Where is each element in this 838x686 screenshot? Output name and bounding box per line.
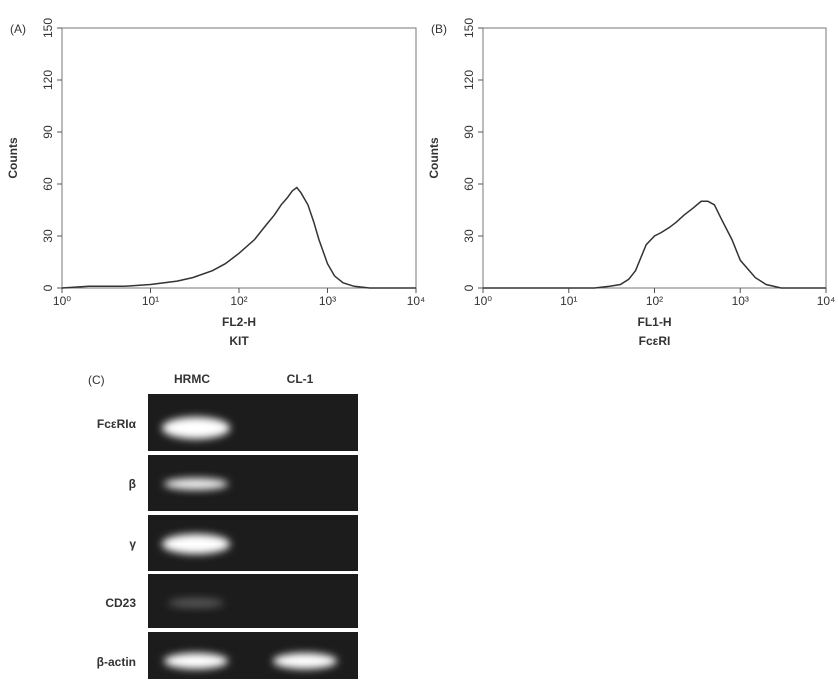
y-tick-label: 30 [41, 229, 55, 243]
x-tick-label: 10² [646, 294, 663, 308]
x-tick-label: 10⁴ [407, 294, 426, 308]
x-axis-label: FL2-H [222, 315, 256, 329]
row-label: FcεRIα [97, 417, 137, 431]
band [162, 534, 230, 554]
gel-panel: (C) HRMC CL-1 FcεRIα β γ CD23 β-actin [88, 372, 358, 679]
x-tick-label: 10¹ [560, 294, 577, 308]
band [164, 653, 228, 669]
y-tick-label: 60 [41, 177, 55, 191]
x-tick-label: 10³ [732, 294, 749, 308]
row-label: β [129, 477, 136, 491]
x-tick-label: 10⁴ [817, 294, 836, 308]
y-tick-label: 120 [462, 70, 476, 90]
y-tick-label: 30 [462, 229, 476, 243]
y-tick-label: 0 [462, 284, 476, 291]
y-axis-label: Counts [427, 137, 441, 179]
y-tick-label: 120 [41, 70, 55, 90]
band [168, 598, 224, 608]
y-tick-label: 0 [41, 284, 55, 291]
x-tick-label: 10³ [319, 294, 336, 308]
x-tick-label: 10² [230, 294, 247, 308]
band [162, 417, 230, 439]
x-tick-label: 10⁰ [53, 294, 71, 308]
y-tick-label: 150 [41, 18, 55, 38]
lane-label: CL-1 [287, 372, 314, 386]
lane-label: HRMC [174, 372, 210, 386]
figure: (C) HRMC CL-1 FcεRIα β γ CD23 β-actin (A… [0, 0, 838, 681]
marker-label: KIT [229, 334, 249, 348]
panel-label: (C) [88, 373, 105, 387]
marker-label: FcεRI [639, 334, 671, 348]
panel-label: (B) [431, 22, 447, 36]
histogram-line [62, 188, 416, 289]
plot-frame [483, 28, 826, 288]
row-label: CD23 [105, 596, 136, 610]
y-tick-label: 60 [462, 177, 476, 191]
y-tick-label: 150 [462, 18, 476, 38]
band [164, 478, 228, 490]
y-axis-label: Counts [6, 137, 20, 179]
row-label: β-actin [97, 655, 136, 669]
x-tick-label: 10⁰ [474, 294, 492, 308]
row-label: γ [129, 537, 136, 551]
band [273, 653, 337, 669]
plot-frame [62, 28, 416, 288]
panel-label: (A) [10, 22, 26, 36]
histogram-line [483, 201, 826, 288]
y-tick-label: 90 [41, 125, 55, 139]
x-tick-label: 10¹ [142, 294, 159, 308]
x-axis-label: FL1-H [638, 315, 672, 329]
y-tick-label: 90 [462, 125, 476, 139]
